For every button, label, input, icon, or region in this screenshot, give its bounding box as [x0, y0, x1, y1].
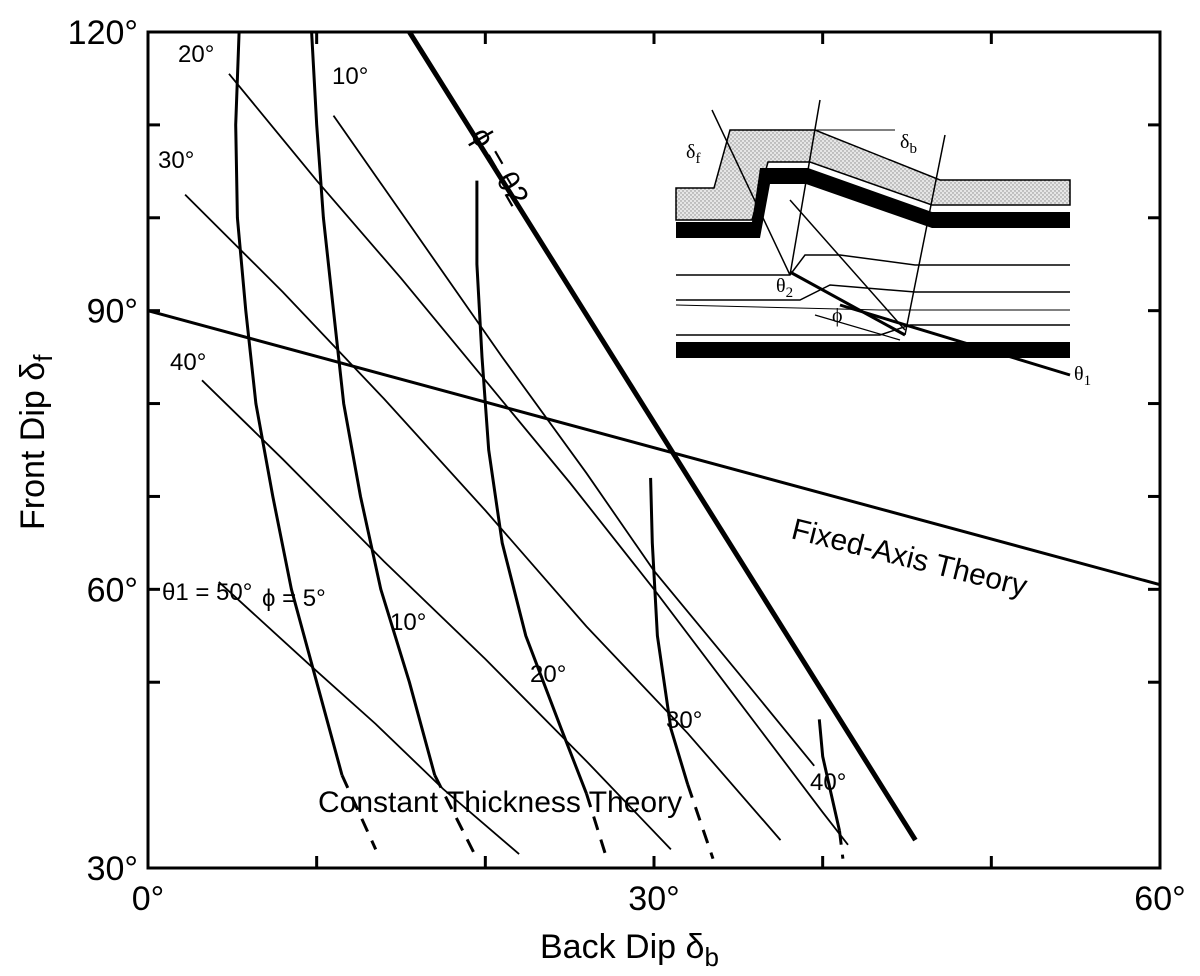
- y-tick-label: 60°: [87, 571, 138, 609]
- theta1-30-label: 30°: [158, 147, 194, 174]
- inset-theta2-label: θ2: [776, 275, 793, 301]
- x-tick-label: 60°: [1134, 880, 1185, 918]
- y-axis-title: Front Dip δf: [14, 354, 58, 530]
- theta1-10-label: 10°: [332, 63, 368, 90]
- phi-10-label: 10°: [390, 609, 426, 636]
- phi-equals-theta2-line: [407, 30, 918, 842]
- theta1-40-label: 40°: [170, 349, 206, 376]
- x-tick-label: 30°: [628, 880, 679, 918]
- theta1-20-label: 20°: [178, 41, 214, 68]
- axis-ticks: [146, 30, 1162, 870]
- fixed-axis-label: Fixed-Axis Theory: [788, 513, 1030, 603]
- phi-curve: [817, 719, 841, 832]
- theta1-50-label: θ1 = 50°: [162, 579, 252, 606]
- plot-frame: [146, 30, 1162, 870]
- fixed-axis-line: [147, 309, 1161, 587]
- theta1-curve: [228, 73, 849, 846]
- phi-5-label: ϕ = 5°: [262, 585, 326, 612]
- y-tick-label: 120°: [68, 14, 138, 52]
- fixed-axis-theory-line: [147, 309, 1161, 587]
- phi-curves: [234, 31, 845, 860]
- phi-theta2-label: ϕ = θ2: [464, 122, 535, 212]
- inset-delta-f-label: δf: [686, 141, 700, 167]
- phi-curve: [310, 31, 437, 776]
- phi-curve-dashed-end: [585, 793, 609, 860]
- theta1-curves: [184, 73, 849, 855]
- inset-delta-b-label: δb: [900, 131, 917, 157]
- inset-diagram: δf δb θ2 ϕ θ1: [675, 99, 1091, 389]
- y-tick-label: 30°: [87, 850, 138, 888]
- phi-curve-dashed-end: [433, 774, 479, 860]
- phi-30-label: 30°: [666, 707, 702, 734]
- theta1-curve: [184, 193, 782, 841]
- phi-curve: [649, 477, 690, 785]
- constant-thickness-label: Constant Thickness Theory: [318, 786, 682, 819]
- theta1-curve: [218, 581, 520, 855]
- theta1-curve: [332, 115, 815, 767]
- x-axis-title: Back Dip δb: [540, 928, 719, 972]
- phi-40-label: 40°: [810, 769, 846, 796]
- inset-theta1-label: θ1: [1074, 363, 1091, 389]
- phi-curve-dashed-end: [838, 830, 845, 859]
- tick-labels: 0° 30° 60°30°60°90°120°: [68, 14, 1186, 918]
- inset-phi-label: ϕ: [832, 305, 843, 327]
- phi-20-label: 20°: [530, 661, 566, 688]
- phi-curve-dashed-end: [340, 774, 378, 851]
- phi-curve: [234, 31, 344, 776]
- theta1-curve: [201, 379, 672, 851]
- y-tick-label: 90°: [87, 293, 138, 331]
- phi-curve-dashed-end: [686, 783, 715, 860]
- x-tick-label: 0°: [132, 880, 165, 918]
- phi-curve: [475, 180, 588, 795]
- phi-theta2-line: [407, 30, 918, 842]
